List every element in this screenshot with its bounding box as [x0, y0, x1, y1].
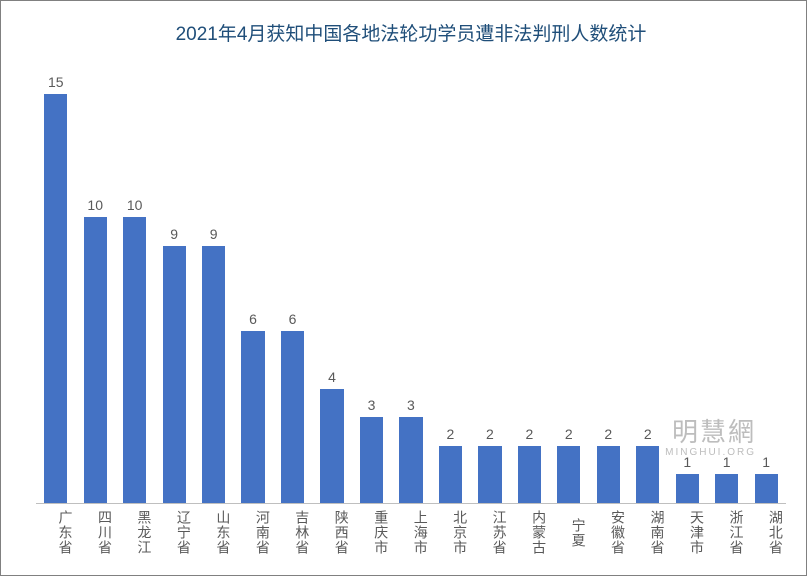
bar	[163, 246, 186, 503]
bar-wrap: 2	[471, 74, 508, 503]
bar-wrap: 2	[511, 74, 548, 503]
bar-value-label: 9	[170, 226, 178, 242]
bar-value-label: 10	[87, 197, 103, 213]
bar-value-label: 1	[723, 454, 731, 470]
bar-value-label: 1	[762, 454, 770, 470]
bar-wrap: 4	[313, 74, 350, 503]
chart-container: 2021年4月获知中国各地法轮功学员遭非法判刑人数统计 明慧網 MINGHUI.…	[0, 0, 807, 576]
bar-wrap: 9	[195, 74, 232, 503]
x-axis-label: 山东省	[194, 510, 233, 555]
bar	[123, 217, 146, 503]
bar-value-label: 15	[48, 74, 64, 90]
bar-value-label: 1	[683, 454, 691, 470]
bars-group: 15 10 10 9 9 6 6 4 3 3 2 2 2 2 2 2 1 1 1	[36, 74, 786, 503]
x-axis-label: 广东省	[36, 510, 75, 555]
bar	[557, 446, 580, 503]
bar	[715, 474, 738, 503]
x-axis-label: 吉林省	[273, 510, 312, 555]
bar	[399, 417, 422, 503]
bar	[281, 331, 304, 503]
plot-area: 明慧網 MINGHUI.ORG 1510109966433222222111	[36, 74, 786, 504]
bar-value-label: 2	[565, 426, 573, 442]
bar	[360, 417, 383, 503]
x-axis-label: 黑龙江	[115, 510, 154, 555]
bar-wrap: 10	[76, 74, 113, 503]
bar-wrap: 2	[629, 74, 666, 503]
x-axis-label: 北京市	[431, 510, 470, 555]
bar	[84, 217, 107, 503]
bar-wrap: 2	[432, 74, 469, 503]
bar	[439, 446, 462, 503]
bar-wrap: 6	[234, 74, 271, 503]
bar-wrap: 15	[37, 74, 74, 503]
bar	[320, 389, 343, 503]
bar-value-label: 3	[407, 397, 415, 413]
x-axis-label: 安徽省	[589, 510, 628, 555]
bar-value-label: 6	[249, 311, 257, 327]
bar	[597, 446, 620, 503]
bar	[755, 474, 778, 503]
bar	[478, 446, 501, 503]
bar-wrap: 1	[708, 74, 745, 503]
x-axis-label: 江苏省	[470, 510, 509, 555]
x-axis-label: 内蒙古	[510, 510, 549, 555]
x-axis-label: 天津市	[668, 510, 707, 555]
bar-value-label: 2	[447, 426, 455, 442]
bar-wrap: 1	[747, 74, 784, 503]
x-axis-label: 陕西省	[312, 510, 351, 555]
bar	[241, 331, 264, 503]
x-axis-label: 上海市	[391, 510, 430, 555]
bar-wrap: 3	[392, 74, 429, 503]
x-axis-label: 湖北省	[746, 510, 785, 555]
bar-wrap: 10	[116, 74, 153, 503]
bar	[676, 474, 699, 503]
bar-value-label: 6	[289, 311, 297, 327]
x-axis-label: 河南省	[233, 510, 272, 555]
bar-value-label: 2	[486, 426, 494, 442]
bar-value-label: 4	[328, 369, 336, 385]
bar	[636, 446, 659, 503]
bar	[518, 446, 541, 503]
bar	[44, 94, 67, 503]
bar-wrap: 2	[550, 74, 587, 503]
bar-value-label: 9	[210, 226, 218, 242]
bar-value-label: 2	[604, 426, 612, 442]
bar-value-label: 2	[644, 426, 652, 442]
bar-value-label: 10	[127, 197, 143, 213]
bar-wrap: 3	[353, 74, 390, 503]
chart-title: 2021年4月获知中国各地法轮功学员遭非法判刑人数统计	[36, 19, 786, 46]
x-axis-label: 湖南省	[628, 510, 667, 555]
x-axis-label: 重庆市	[352, 510, 391, 555]
x-axis-label: 四川省	[75, 510, 114, 555]
bar-wrap: 1	[669, 74, 706, 503]
x-axis-label: 宁夏	[549, 510, 588, 555]
bar-value-label: 2	[525, 426, 533, 442]
bar-wrap: 9	[155, 74, 192, 503]
bar-wrap: 2	[590, 74, 627, 503]
bar	[202, 246, 225, 503]
bar-wrap: 6	[274, 74, 311, 503]
x-axis-label: 浙江省	[707, 510, 746, 555]
x-axis-labels: 广东省四川省黑龙江辽宁省山东省河南省吉林省陕西省重庆市上海市北京市江苏省内蒙古宁…	[36, 510, 786, 555]
bar-value-label: 3	[368, 397, 376, 413]
x-axis-label: 辽宁省	[154, 510, 193, 555]
